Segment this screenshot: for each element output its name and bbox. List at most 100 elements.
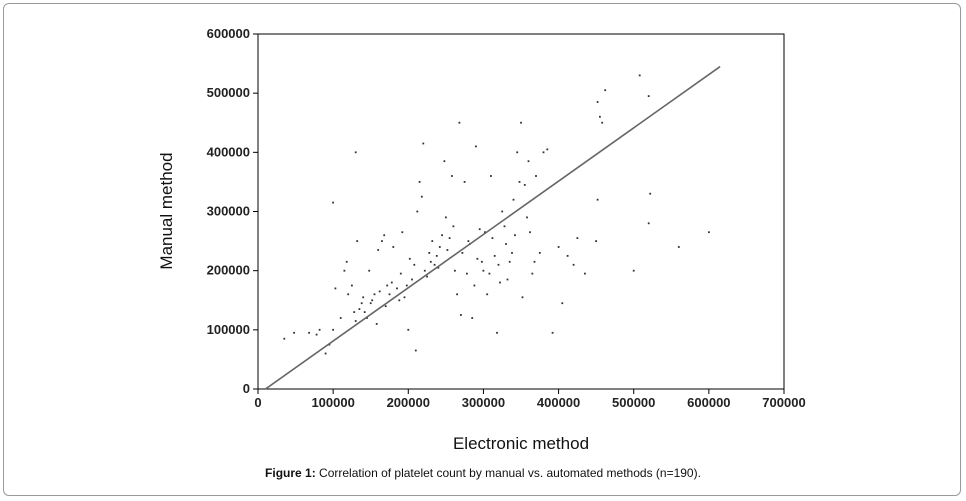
data-point	[426, 275, 428, 278]
data-point	[505, 243, 507, 245]
data-point	[491, 237, 494, 239]
data-point	[392, 246, 395, 248]
y-tick-label: 200000	[207, 263, 250, 278]
data-point	[512, 198, 515, 201]
data-point	[497, 263, 500, 266]
data-point	[460, 314, 462, 316]
caption-label: Figure 1:	[265, 466, 316, 480]
data-point	[318, 328, 321, 331]
x-tick-label: 700000	[762, 395, 805, 410]
data-point	[529, 231, 531, 234]
data-point	[386, 284, 389, 287]
data-point	[677, 246, 680, 248]
data-point	[561, 302, 564, 305]
data-point	[433, 263, 436, 266]
data-point	[369, 302, 372, 305]
data-point	[362, 296, 365, 299]
data-point	[490, 175, 492, 177]
data-point	[373, 293, 376, 296]
data-point	[523, 184, 526, 186]
data-point	[339, 317, 342, 319]
data-point	[511, 252, 513, 254]
data-point	[403, 296, 406, 299]
data-point	[596, 198, 599, 201]
regression-line	[265, 65, 721, 390]
data-point	[420, 195, 423, 198]
data-point	[456, 293, 458, 296]
data-point	[461, 252, 464, 254]
data-point	[501, 210, 504, 213]
data-point	[551, 331, 554, 334]
data-point	[531, 272, 534, 275]
data-point	[416, 210, 419, 213]
data-point	[542, 151, 545, 154]
data-point	[493, 255, 496, 257]
data-point	[514, 234, 516, 237]
data-point	[451, 175, 453, 177]
data-point	[324, 352, 327, 355]
data-point	[478, 228, 481, 231]
data-point	[518, 181, 521, 183]
data-point	[546, 148, 549, 151]
axis-ticks: 0 100000 200000 300000 400000 500000 600000 700…	[207, 26, 806, 410]
data-point	[334, 287, 337, 290]
data-point	[446, 249, 449, 251]
data-point	[405, 284, 408, 287]
y-tick-label: 400000	[207, 144, 250, 159]
data-point	[354, 320, 357, 322]
data-point	[390, 281, 393, 284]
data-point	[414, 349, 417, 352]
data-point	[708, 231, 710, 234]
data-point	[443, 160, 446, 163]
data-point	[360, 302, 363, 305]
data-point	[647, 95, 650, 97]
data-point	[429, 260, 432, 263]
data-point	[448, 237, 451, 239]
data-point	[538, 252, 541, 254]
data-point	[601, 121, 604, 124]
data-point	[401, 231, 404, 234]
data-point	[445, 216, 447, 219]
data-point	[293, 331, 295, 334]
data-point	[481, 260, 483, 263]
data-point	[332, 201, 334, 204]
data-point	[356, 240, 359, 242]
data-point	[431, 240, 434, 242]
data-point	[526, 216, 528, 219]
data-point	[408, 257, 411, 260]
data-point	[632, 269, 635, 272]
data-point	[649, 192, 652, 195]
y-tick-label: 300000	[207, 204, 250, 219]
x-tick-label: 100000	[311, 395, 354, 410]
data-point	[283, 337, 286, 340]
data-point	[503, 225, 506, 228]
data-point	[422, 142, 425, 145]
scatter-chart: 0 100000 200000 300000 400000 500000 600000 700…	[157, 26, 806, 453]
data-point	[475, 145, 477, 148]
x-tick-label: 0	[254, 395, 261, 410]
data-point	[499, 281, 501, 284]
x-tick-label: 200000	[387, 395, 430, 410]
data-point	[566, 255, 569, 257]
data-point	[413, 263, 416, 266]
x-axis-title: Electronic method	[453, 434, 589, 453]
data-point	[351, 284, 353, 287]
data-point	[423, 269, 426, 272]
data-point	[375, 323, 378, 325]
data-point	[454, 269, 456, 272]
data-point	[381, 240, 383, 242]
data-point	[572, 263, 575, 266]
data-point	[557, 246, 560, 248]
data-point	[471, 317, 474, 319]
data-point	[396, 287, 398, 290]
data-point	[437, 266, 440, 269]
x-tick-label: 400000	[537, 395, 580, 410]
data-point	[521, 296, 524, 299]
y-tick-label: 0	[243, 381, 250, 396]
data-point	[484, 231, 486, 234]
y-tick-label: 100000	[207, 322, 250, 337]
data-point	[473, 284, 476, 287]
data-point	[358, 308, 361, 310]
data-point	[604, 89, 607, 92]
data-points	[283, 74, 710, 355]
